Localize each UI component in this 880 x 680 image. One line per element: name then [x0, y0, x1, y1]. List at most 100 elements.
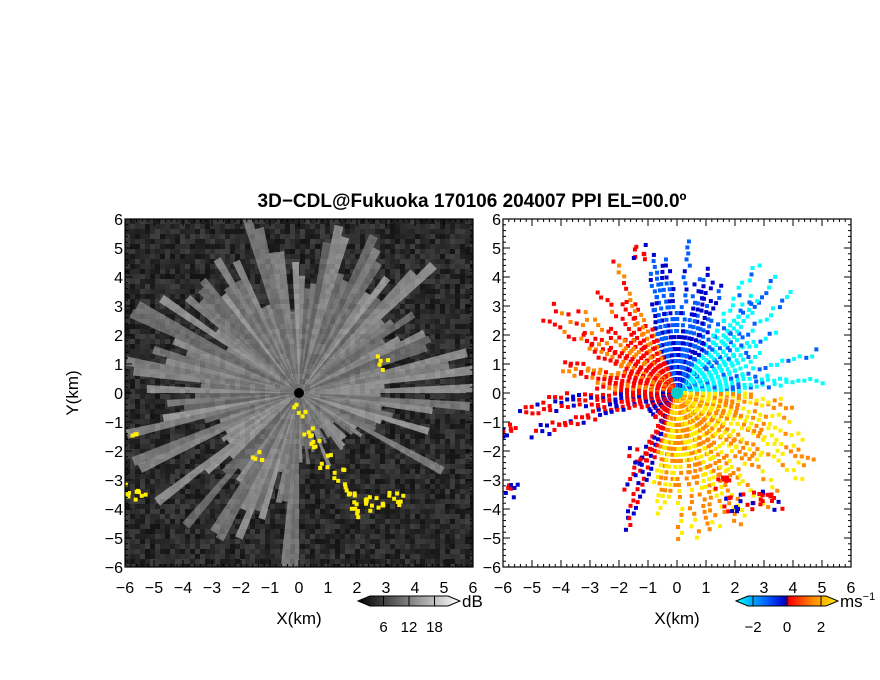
noise-cell: [460, 409, 465, 414]
noise-cell: [405, 544, 410, 549]
noise-cell: [340, 504, 345, 509]
noise-cell: [275, 544, 280, 549]
noise-cell: [150, 334, 155, 339]
noise-cell: [470, 429, 473, 434]
noise-cell: [175, 554, 180, 559]
noise-cell: [190, 524, 195, 529]
noise-cell: [195, 474, 200, 479]
noise-cell: [385, 254, 390, 259]
noise-cell: [265, 239, 270, 244]
noise-cell: [215, 559, 220, 564]
noise-cell: [425, 499, 430, 504]
noise-cell: [300, 224, 305, 229]
noise-cell: [465, 374, 470, 379]
noise-cell: [415, 264, 420, 269]
noise-cell: [165, 529, 170, 534]
noise-cell: [455, 494, 460, 499]
noise-cell: [425, 229, 430, 234]
noise-cell: [140, 234, 145, 239]
noise-cell: [370, 474, 375, 479]
noise-cell: [255, 544, 260, 549]
noise-cell: [320, 479, 325, 484]
noise-cell: [230, 474, 235, 479]
noise-cell: [460, 514, 465, 519]
noise-cell: [215, 469, 220, 474]
noise-cell: [250, 264, 255, 269]
noise-cell: [435, 244, 440, 249]
noise-cell: [440, 459, 445, 464]
noise-cell: [465, 224, 470, 229]
noise-cell: [140, 249, 145, 254]
noise-cell: [435, 219, 440, 224]
noise-cell: [140, 329, 145, 334]
noise-cell: [470, 509, 473, 514]
noise-cell: [230, 219, 235, 224]
noise-cell: [125, 519, 130, 524]
noise-cell: [165, 479, 170, 484]
noise-cell: [150, 494, 155, 499]
noise-cell: [420, 299, 425, 304]
noise-cell: [450, 529, 455, 534]
noise-cell: [190, 244, 195, 249]
noise-cell: [445, 449, 450, 454]
noise-cell: [155, 524, 160, 529]
noise-cell: [235, 519, 240, 524]
noise-cell: [370, 224, 375, 229]
noise-cell: [195, 559, 200, 564]
noise-cell: [455, 434, 460, 439]
noise-cell: [250, 279, 255, 284]
noise-cell: [260, 544, 265, 549]
noise-cell: [195, 519, 200, 524]
noise-cell: [345, 519, 350, 524]
noise-cell: [250, 514, 255, 519]
noise-cell: [430, 334, 435, 339]
noise-cell: [165, 284, 170, 289]
noise-cell: [150, 249, 155, 254]
noise-cell: [330, 459, 335, 464]
noise-cell: [125, 529, 130, 534]
noise-cell: [200, 549, 205, 554]
noise-cell: [430, 254, 435, 259]
noise-cell: [210, 554, 215, 559]
noise-cell: [410, 459, 415, 464]
noise-cell: [215, 434, 220, 439]
noise-cell: [390, 564, 395, 567]
noise-cell: [160, 234, 165, 239]
noise-cell: [420, 444, 425, 449]
intensity-ray: [255, 227, 299, 393]
noise-cell: [170, 379, 175, 384]
noise-cell: [380, 499, 385, 504]
noise-cell: [375, 544, 380, 549]
noise-cell: [395, 309, 400, 314]
noise-cell: [180, 549, 185, 554]
noise-cell: [155, 489, 160, 494]
noise-cell: [200, 334, 205, 339]
noise-cell: [215, 229, 220, 234]
noise-cell: [465, 284, 470, 289]
noise-cell: [405, 329, 410, 334]
noise-cell: [175, 409, 180, 414]
noise-cell: [455, 289, 460, 294]
noise-cell: [150, 284, 155, 289]
noise-cell: [300, 494, 305, 499]
noise-cell: [415, 234, 420, 239]
noise-cell: [255, 554, 260, 559]
noise-cell: [310, 254, 315, 259]
noise-cell: [235, 239, 240, 244]
noise-cell: [155, 434, 160, 439]
noise-cell: [445, 409, 450, 414]
noise-cell: [170, 249, 175, 254]
noise-cell: [205, 239, 210, 244]
noise-cell: [380, 254, 385, 259]
noise-cell: [415, 289, 420, 294]
noise-cell: [320, 529, 325, 534]
noise-cell: [220, 469, 225, 474]
noise-cell: [135, 384, 140, 389]
noise-cell: [355, 469, 360, 474]
noise-cell: [365, 459, 370, 464]
noise-cell: [400, 529, 405, 534]
noise-cell: [310, 469, 315, 474]
noise-cell: [410, 509, 415, 514]
noise-cell: [395, 554, 400, 559]
noise-cell: [225, 264, 230, 269]
